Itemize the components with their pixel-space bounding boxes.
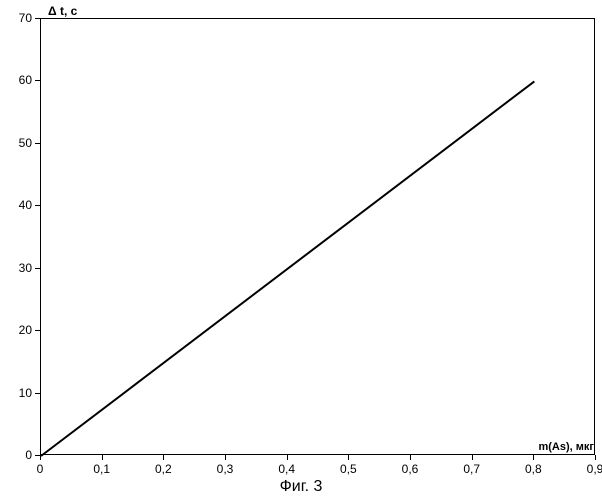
x-tick-label: 0,5 xyxy=(340,462,357,476)
y-axis-title: Δ t, с xyxy=(48,4,77,18)
x-tick xyxy=(225,455,226,460)
x-tick xyxy=(163,455,164,460)
y-tick-label: 20 xyxy=(19,323,32,337)
y-tick xyxy=(35,18,40,19)
y-tick-label: 30 xyxy=(19,261,32,275)
x-tick-label: 0,4 xyxy=(278,462,295,476)
x-tick-label: 0,8 xyxy=(525,462,542,476)
y-tick-label: 40 xyxy=(19,198,32,212)
series-line xyxy=(41,81,534,456)
plot-area xyxy=(40,18,595,455)
x-tick-label: 0,7 xyxy=(463,462,480,476)
y-tick-label: 10 xyxy=(19,386,32,400)
x-tick xyxy=(595,455,596,460)
figure-caption: Фиг. 3 xyxy=(0,478,602,496)
chart-line-layer xyxy=(41,19,596,456)
y-tick xyxy=(35,268,40,269)
x-tick xyxy=(102,455,103,460)
y-tick-label: 50 xyxy=(19,136,32,150)
y-tick xyxy=(35,393,40,394)
y-tick xyxy=(35,80,40,81)
x-tick-label: 0,6 xyxy=(402,462,419,476)
y-tick-label: 0 xyxy=(25,448,32,462)
x-tick-label: 0 xyxy=(37,462,44,476)
x-tick xyxy=(472,455,473,460)
x-tick xyxy=(533,455,534,460)
x-tick-label: 0,3 xyxy=(217,462,234,476)
x-tick-label: 0,9 xyxy=(587,462,602,476)
x-tick xyxy=(287,455,288,460)
x-tick xyxy=(410,455,411,460)
y-tick xyxy=(35,330,40,331)
x-tick-label: 0,2 xyxy=(155,462,172,476)
x-tick xyxy=(40,455,41,460)
x-tick-label: 0,1 xyxy=(93,462,110,476)
x-tick xyxy=(348,455,349,460)
figure-container: Δ t, с m(As), мкг Фиг. 3 0 10 20 30 40 50 60 70… xyxy=(0,0,602,500)
x-axis-title: m(As), мкг xyxy=(538,441,594,453)
y-tick xyxy=(35,143,40,144)
y-tick xyxy=(35,205,40,206)
y-tick-label: 60 xyxy=(19,73,32,87)
y-tick-label: 70 xyxy=(19,11,32,25)
